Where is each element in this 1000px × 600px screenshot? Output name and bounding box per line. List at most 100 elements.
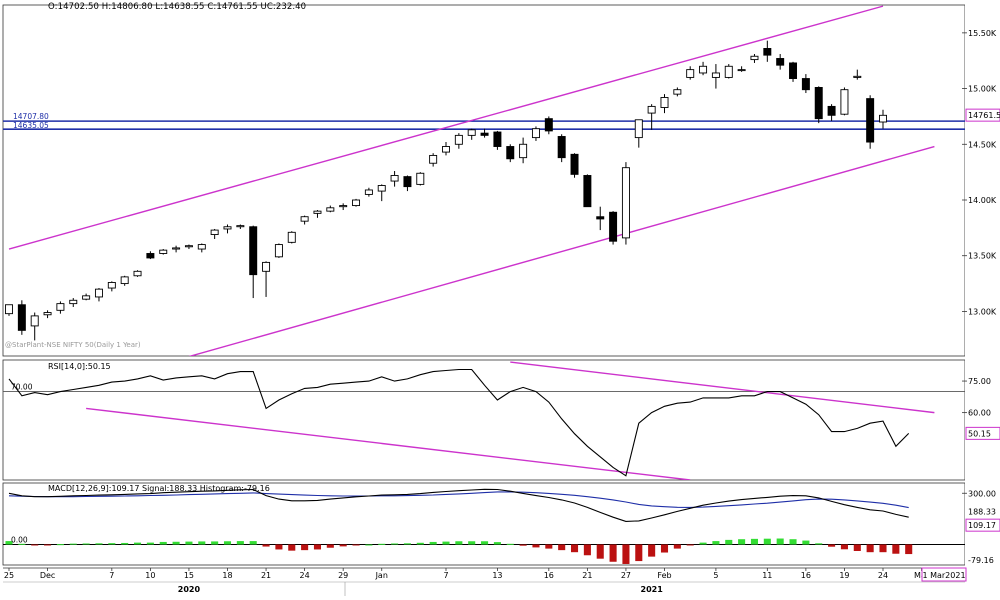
candle-body-down bbox=[609, 211, 618, 242]
candle bbox=[69, 298, 78, 307]
candle bbox=[827, 104, 836, 121]
watermark: @StarPlant-NSE NIFTY 50(Daily 1 Year) bbox=[5, 341, 141, 349]
price-tick-label: 13.00K bbox=[968, 307, 997, 316]
candle-body-down bbox=[801, 78, 810, 91]
candle bbox=[531, 126, 540, 141]
channel-line-lower bbox=[188, 145, 935, 356]
candle bbox=[647, 104, 656, 130]
candle bbox=[403, 175, 412, 192]
candle-body-down bbox=[557, 136, 566, 159]
macd-histogram-bar bbox=[146, 542, 154, 545]
macd-histogram-bar bbox=[635, 544, 643, 562]
cursor-date-tag bbox=[921, 567, 967, 582]
macd-histogram-bar bbox=[583, 544, 591, 556]
macd-tick-label: 300.00 bbox=[968, 489, 996, 498]
macd-histogram-bar bbox=[622, 544, 630, 564]
x-tick-label: 16 bbox=[544, 571, 554, 580]
macd-last-tag bbox=[966, 505, 1000, 518]
ohlc-readout: O:14702.50 H:14806.80 L:14638.55 C:14761… bbox=[48, 2, 307, 12]
candle-body-up bbox=[197, 244, 206, 250]
candle bbox=[711, 64, 720, 89]
candle-body-up bbox=[647, 105, 656, 114]
x-tick-label: Jan bbox=[375, 571, 388, 580]
macd-histogram-bar bbox=[236, 541, 244, 545]
channel-line-upper bbox=[8, 5, 884, 250]
macd-histogram-bar bbox=[789, 539, 797, 545]
candle-body-up bbox=[352, 199, 361, 207]
candle bbox=[634, 119, 643, 148]
candle bbox=[30, 312, 39, 341]
macd-histogram-bar bbox=[660, 544, 669, 553]
candle-body-up bbox=[673, 89, 682, 95]
candle-body-up bbox=[750, 55, 759, 61]
macd-histogram-bar bbox=[828, 544, 836, 547]
macd-histogram-bar bbox=[545, 544, 553, 549]
candle bbox=[133, 270, 142, 277]
macd-histogram-bar bbox=[468, 541, 476, 545]
macd-histogram-bar bbox=[262, 544, 270, 547]
candle bbox=[519, 137, 528, 164]
candle-body-up bbox=[442, 146, 450, 153]
candle-body-up bbox=[313, 210, 322, 214]
macd-histogram-bar bbox=[815, 543, 823, 545]
x-tick-label: 24 bbox=[878, 571, 888, 580]
candle bbox=[621, 162, 630, 245]
macd-histogram-bar bbox=[185, 541, 193, 545]
candle-body-up bbox=[454, 134, 463, 145]
candle-body-down bbox=[403, 176, 412, 188]
macd-histogram-bar bbox=[648, 544, 656, 557]
candle-body-up bbox=[236, 225, 245, 228]
macd-histogram-bar bbox=[18, 543, 26, 545]
macd-histogram-bar bbox=[391, 543, 399, 545]
candle bbox=[184, 244, 193, 250]
macd-histogram-bar bbox=[301, 544, 309, 551]
candle-body-up bbox=[120, 276, 129, 285]
x-tick-label: 13 bbox=[492, 571, 502, 580]
x-tick-label: 21 bbox=[582, 571, 592, 580]
x-tick-label: 15 bbox=[184, 571, 194, 580]
candle bbox=[82, 293, 91, 301]
candle bbox=[570, 153, 579, 178]
candle bbox=[94, 288, 103, 302]
macd-histogram-bar bbox=[5, 541, 13, 545]
candle bbox=[596, 206, 605, 231]
candle-body-up bbox=[737, 69, 746, 72]
macd-histogram-bar bbox=[275, 544, 283, 550]
candle bbox=[801, 74, 810, 94]
candle-body-up bbox=[82, 295, 91, 300]
candle bbox=[609, 211, 618, 245]
candle bbox=[146, 251, 155, 260]
macd-histogram-bar bbox=[738, 539, 746, 545]
macd-histogram-bar bbox=[596, 544, 604, 559]
candle bbox=[763, 40, 772, 62]
x-tick-label: 21 bbox=[261, 571, 271, 580]
candle-body-up bbox=[262, 261, 271, 272]
level-label: 14635.05 bbox=[13, 121, 49, 130]
macd-last-tag bbox=[966, 554, 1000, 567]
price-tick-label: 15.50K bbox=[968, 29, 997, 38]
candle bbox=[737, 66, 746, 72]
rsi-tick-label: 60.00 bbox=[968, 409, 991, 418]
candle bbox=[313, 210, 322, 218]
macd-histogram-bar bbox=[108, 543, 116, 545]
macd-title: MACD[12,26,9]:109.17 Signal:188.33 Histo… bbox=[48, 484, 270, 493]
candle bbox=[853, 69, 862, 80]
macd-histogram-bar bbox=[223, 541, 232, 545]
candle bbox=[557, 134, 566, 163]
candle-body-down bbox=[827, 105, 836, 116]
macd-histogram-bar bbox=[133, 542, 142, 545]
x-tick-label: 5 bbox=[713, 571, 718, 580]
candle-body-down bbox=[570, 153, 579, 175]
candle-body-down bbox=[493, 131, 502, 147]
macd-histogram-bar bbox=[840, 544, 848, 550]
rsi-level-label: 70.00 bbox=[11, 383, 33, 392]
candle bbox=[197, 243, 206, 253]
macd-histogram-bar bbox=[853, 544, 861, 551]
x-tick-label: 27 bbox=[621, 571, 631, 580]
candle bbox=[506, 144, 515, 163]
candle-body-up bbox=[43, 312, 52, 316]
candle-body-up bbox=[390, 175, 399, 182]
macd-plot-area bbox=[3, 488, 965, 564]
candle-body-up bbox=[621, 167, 630, 239]
macd-histogram-bar bbox=[378, 543, 386, 545]
